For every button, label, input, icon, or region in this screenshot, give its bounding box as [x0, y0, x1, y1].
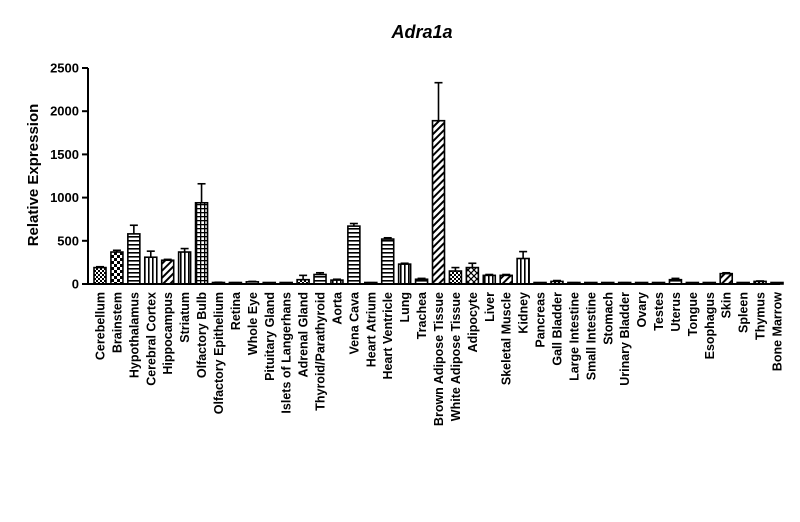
bar-group	[448, 266, 463, 285]
x-tick-label: Trachea	[415, 291, 429, 339]
x-tick-label: Adipocyte	[466, 292, 480, 352]
bar	[160, 259, 175, 285]
x-tick-label: Heart Atrium	[364, 292, 378, 367]
x-tick-label: Stomach	[601, 292, 615, 345]
x-tick-label: Cerebellum	[94, 292, 108, 360]
bar-group	[194, 182, 209, 285]
x-tick-label: Bone Marrow	[771, 292, 785, 371]
x-tick-label: Pancreas	[534, 292, 548, 348]
y-tick-label: 1500	[50, 147, 79, 162]
bar-group	[143, 250, 158, 285]
x-tick-label: Whole Eye	[246, 292, 260, 355]
y-tick-label: 2500	[50, 61, 79, 76]
bar	[313, 273, 327, 285]
bar	[177, 251, 192, 285]
bar	[127, 233, 141, 285]
x-tick-label: Uterus	[669, 292, 683, 332]
bar	[110, 251, 124, 285]
bar-group	[516, 250, 530, 285]
x-tick-label: Spleen	[737, 292, 751, 333]
x-tick-label: Pituitary Gland	[263, 292, 277, 381]
bar	[347, 225, 361, 285]
x-tick-label: White Adipose Tissue	[449, 292, 463, 421]
bar	[499, 274, 514, 285]
bar	[482, 274, 497, 285]
x-tick-label: Hippocampus	[161, 292, 175, 375]
x-tick-label: Adrenal Gland	[297, 292, 311, 377]
x-tick-label: Large Intestine	[567, 292, 581, 381]
bar-group	[93, 265, 107, 285]
bar-group	[499, 273, 514, 285]
bar-series	[93, 81, 784, 285]
x-tick-label: Lung	[398, 292, 412, 323]
y-axis: 0 500 1000 1500 2000 2500	[50, 61, 89, 292]
x-tick-label: Skeletal Muscle	[500, 292, 514, 385]
bar	[719, 272, 734, 285]
bar-group	[160, 258, 175, 285]
y-tick-label: 1000	[50, 190, 79, 205]
x-tick-label: Olfactory Bulb	[195, 292, 209, 378]
bar	[380, 238, 395, 285]
bar	[93, 266, 107, 285]
y-axis-label: Relative Expression	[25, 104, 42, 247]
bar-group	[397, 262, 412, 285]
x-tick-label: Esophagus	[703, 292, 717, 359]
y-tick-label: 500	[57, 233, 79, 248]
x-tick-label: Thyroid/Parathyroid	[314, 292, 328, 411]
x-tick-label: Small Intestine	[584, 292, 598, 380]
x-tick-label: Liver	[483, 292, 497, 322]
y-tick-label: 2000	[50, 104, 79, 119]
bar	[143, 256, 158, 285]
x-tick-label: Gall Bladder	[550, 292, 564, 366]
x-tick-label: Cerebral Cortex	[144, 292, 158, 386]
x-tick-label: Thymus	[754, 292, 768, 340]
bar-group	[380, 236, 395, 285]
x-tick-label: Retina	[229, 291, 243, 330]
bar-group	[431, 81, 446, 285]
x-tick-label: Brown Adipose Tissue	[432, 292, 446, 426]
bar	[431, 119, 446, 285]
bar	[465, 266, 480, 285]
bar-group	[177, 247, 192, 285]
x-tick-label: Olfactory Epithelium	[212, 292, 226, 414]
x-tick-label: Tongue	[686, 292, 700, 336]
x-tick-label: Brainstem	[110, 292, 124, 353]
x-tick-label: Hypothalamus	[127, 292, 141, 378]
bar-group	[719, 271, 734, 285]
bar-group	[296, 274, 310, 285]
x-tick-label: Aorta	[330, 291, 344, 325]
x-axis: Cerebellum Brainstem Hypothalamus Cerebral …	[87, 283, 785, 426]
x-tick-label: Heart Ventricle	[381, 292, 395, 380]
chart-title: Adra1a	[390, 22, 452, 42]
x-tick-label: Vena Cava	[347, 291, 361, 355]
bar-group	[127, 224, 141, 285]
bar-group	[482, 273, 497, 285]
bar-group	[110, 249, 124, 285]
bar	[397, 263, 412, 285]
x-tick-label: Testes	[652, 292, 666, 331]
bar-group	[465, 262, 480, 285]
bar-group	[347, 222, 361, 285]
x-tick-label: Islets of Langerhans	[280, 292, 294, 414]
bar	[194, 201, 209, 285]
bar-group	[313, 271, 327, 285]
bar	[516, 257, 530, 285]
x-tick-label: Urinary Bladder	[618, 292, 632, 386]
x-tick-label: Kidney	[517, 292, 531, 334]
x-tick-label: Ovary	[635, 292, 649, 327]
x-tick-label: Striatum	[178, 292, 192, 343]
x-tick-label: Skin	[720, 292, 734, 318]
y-tick-label: 0	[72, 277, 79, 292]
bar	[448, 270, 463, 285]
